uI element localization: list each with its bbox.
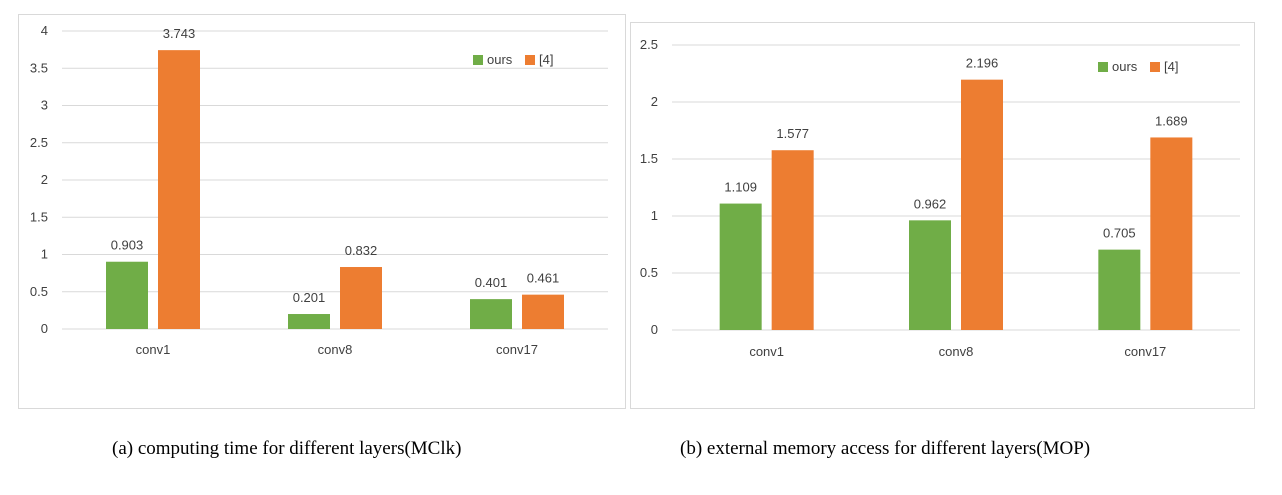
- bar-ref-conv8: [961, 79, 1003, 330]
- bar-ours-conv1: [106, 261, 148, 329]
- x-tick-label: conv8: [318, 342, 353, 357]
- legend-label: [4]: [1164, 59, 1178, 74]
- y-tick-label: 0: [41, 321, 48, 336]
- x-tick-label: conv1: [749, 344, 784, 359]
- bar-ours-conv8: [909, 220, 951, 330]
- legend-label: [4]: [539, 52, 553, 67]
- y-tick-label: 2: [651, 94, 658, 109]
- legend: ours [4]: [473, 52, 553, 67]
- bar-chart-computing-time: 0 0.5 1 1.5 2 2.5 3 3.5 4 0.903 3.743 conv1 0.201 0.8…: [18, 14, 626, 409]
- caption-b: (b) external memory access for different…: [680, 438, 1091, 459]
- bar-ours-conv17: [1098, 249, 1141, 330]
- data-label: 1.109: [724, 180, 757, 195]
- y-tick-label: 3: [41, 98, 48, 113]
- y-tick-label: 0.5: [30, 284, 48, 299]
- data-label: 0.201: [293, 290, 326, 305]
- bar-ours-conv8: [288, 314, 330, 329]
- bar-ours-conv1: [719, 203, 762, 330]
- data-label: 1.689: [1155, 113, 1188, 128]
- chart-border: [18, 14, 626, 409]
- y-tick-label: 1: [651, 208, 658, 223]
- legend-swatch-ref: [1150, 62, 1160, 72]
- bar-ref-conv17: [522, 294, 564, 329]
- legend-label: ours: [487, 52, 513, 67]
- x-tick-label: conv8: [939, 344, 974, 359]
- data-label: 0.903: [111, 238, 144, 253]
- y-tick-label: 1.5: [640, 151, 658, 166]
- data-label: 1.577: [776, 126, 809, 141]
- data-label: 0.705: [1103, 226, 1136, 241]
- y-tick-label: 2.5: [640, 37, 658, 52]
- legend-swatch-ref: [525, 55, 535, 65]
- legend-label: ours: [1112, 59, 1138, 74]
- bar-ref-conv8: [340, 267, 382, 329]
- bar-ref-conv17: [1150, 137, 1193, 330]
- x-tick-label: conv17: [496, 342, 538, 357]
- data-label: 2.196: [966, 56, 999, 71]
- y-tick-label: 0: [651, 322, 658, 337]
- y-tick-label: 2: [41, 172, 48, 187]
- bar-ref-conv1: [771, 150, 814, 330]
- y-tick-label: 4: [41, 23, 48, 38]
- x-tick-label: conv17: [1124, 344, 1166, 359]
- data-label: 0.401: [475, 275, 508, 290]
- legend-swatch-ours: [473, 55, 483, 65]
- chart-panel-b: 0 0.5 1 1.5 2 2.5 1.109 1.577 conv1 0.962 2.196 con…: [630, 22, 1255, 409]
- y-tick-label: 3.5: [30, 60, 48, 75]
- x-tick-label: conv1: [136, 342, 171, 357]
- data-label: 0.461: [527, 271, 560, 286]
- legend-swatch-ours: [1098, 62, 1108, 72]
- bar-ref-conv1: [158, 50, 200, 330]
- y-tick-label: 1: [41, 247, 48, 262]
- chart-panel-a: 0 0.5 1 1.5 2 2.5 3 3.5 4 0.903 3.743 conv1 0.201 0.8…: [18, 14, 626, 409]
- y-tick-label: 2.5: [30, 135, 48, 150]
- legend: ours [4]: [1098, 59, 1178, 74]
- caption-a: (a) computing time for different layers(…: [112, 438, 462, 459]
- data-label: 3.743: [163, 26, 196, 41]
- bar-ours-conv17: [470, 299, 512, 329]
- bar-chart-memory-access: 0 0.5 1 1.5 2 2.5 1.109 1.577 conv1 0.962 2.196 con…: [630, 22, 1255, 409]
- data-label: 0.962: [914, 196, 947, 211]
- y-tick-label: 0.5: [640, 265, 658, 280]
- y-tick-label: 1.5: [30, 209, 48, 224]
- data-label: 0.832: [345, 243, 378, 258]
